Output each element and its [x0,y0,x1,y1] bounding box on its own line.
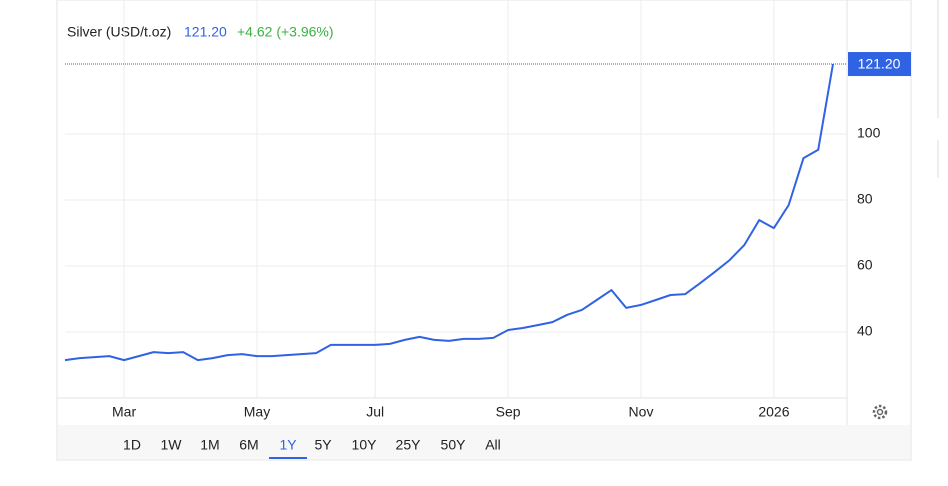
change: +4.62 (+3.96%) [237,24,334,40]
settings-icon[interactable] [872,404,888,420]
last-price-label: 121.20 [858,56,901,72]
range-button[interactable]: 6M [239,437,258,453]
instrument-name: Silver (USD/t.oz) [67,24,171,40]
y-tick-label: 100 [857,125,881,141]
range-button[interactable]: 1W [161,437,183,453]
last-price-box [848,52,911,77]
range-button[interactable]: 1Y [279,437,297,453]
y-tick-label: 80 [857,191,873,207]
price: 121.20 [184,24,227,40]
range-button[interactable]: 10Y [352,437,378,453]
x-tick-label: Jul [366,404,384,420]
range-button[interactable]: 1M [200,437,219,453]
x-tick-label: Nov [629,404,654,420]
x-tick-label: Sep [496,404,521,420]
x-tick-label: Mar [112,404,136,420]
range-button[interactable]: 25Y [396,437,422,453]
x-tick-label: 2026 [758,404,789,420]
x-tick-label: May [244,404,270,420]
range-bar [58,425,910,459]
y-tick-label: 40 [857,323,873,339]
range-button[interactable]: 50Y [441,437,467,453]
range-selected-underline [269,457,307,459]
range-button[interactable]: All [485,437,501,453]
range-button[interactable]: 1D [123,437,141,453]
range-button[interactable]: 5Y [314,437,332,453]
y-tick-label: 60 [857,257,873,273]
chart-panel [56,0,912,461]
price-line [64,63,834,362]
